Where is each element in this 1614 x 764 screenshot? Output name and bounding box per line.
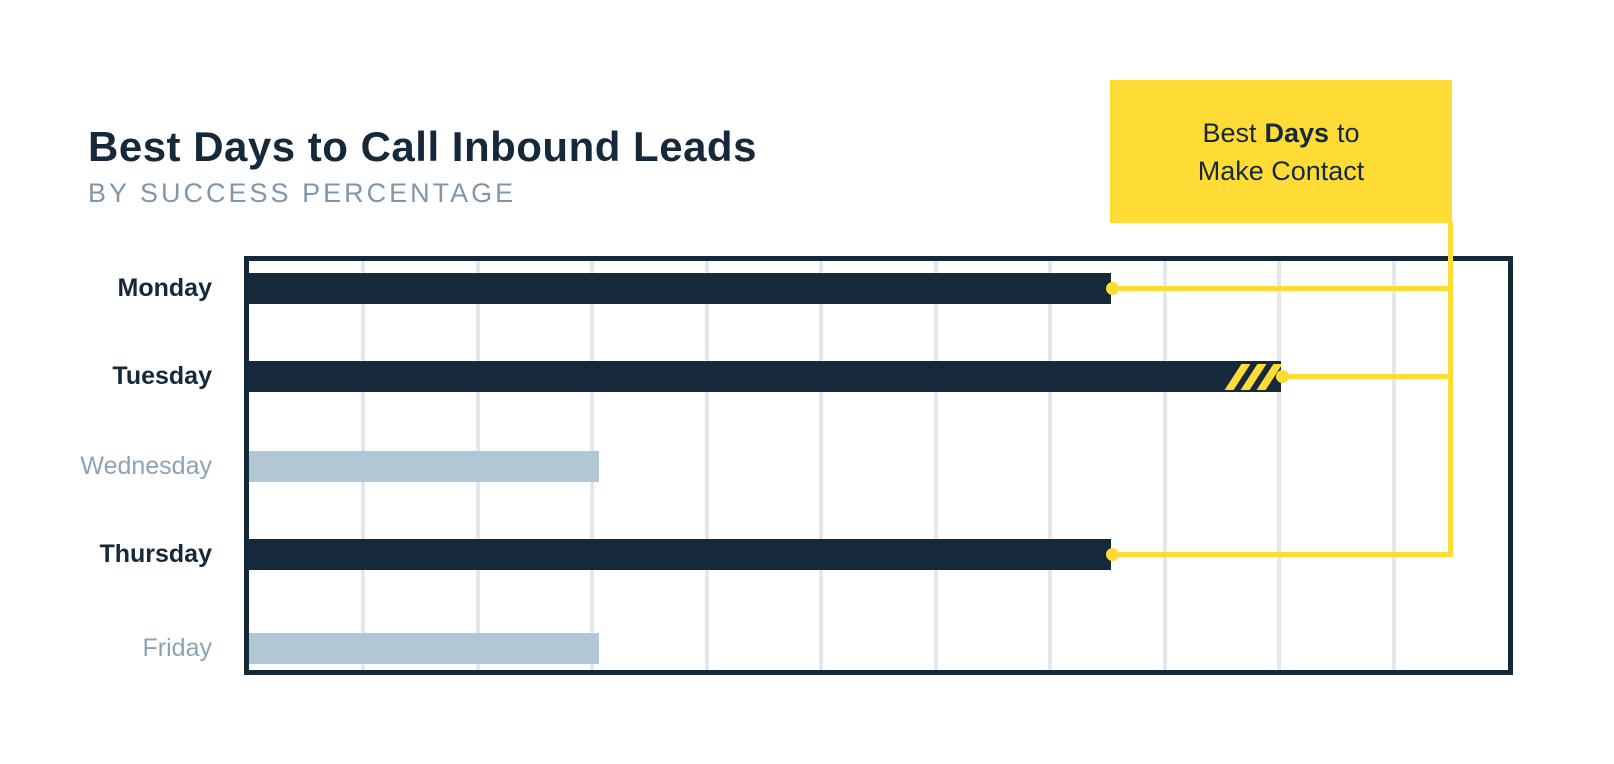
best-day-hatch-marks xyxy=(1224,361,1283,392)
callout-word: to xyxy=(1337,117,1360,148)
bar-friday xyxy=(249,633,599,664)
chart-title: Best Days to Call Inbound Leads xyxy=(88,123,757,170)
gridline xyxy=(1162,261,1167,670)
callout-line-1: Best Days to xyxy=(1202,114,1359,152)
chart-header: Best Days to Call Inbound Leads BY SUCCE… xyxy=(88,123,757,209)
callout-word: Best xyxy=(1202,117,1257,148)
gridline xyxy=(819,261,824,670)
callout-line-2: Make Contact xyxy=(1197,155,1365,186)
category-label-tuesday: Tuesday xyxy=(112,362,212,390)
leader-line-monday xyxy=(1111,286,1453,291)
gridline xyxy=(1391,261,1396,670)
leader-dot-tuesday xyxy=(1276,370,1289,383)
chart-subtitle: BY SUCCESS PERCENTAGE xyxy=(88,178,517,209)
gridline xyxy=(1277,261,1282,670)
callout-box: Best Days to Make Contact xyxy=(1110,80,1452,223)
category-label-wednesday: Wednesday xyxy=(80,452,212,480)
bar-monday xyxy=(249,273,1111,304)
leader-dot-monday xyxy=(1106,282,1119,295)
leader-dot-thursday xyxy=(1106,548,1119,561)
gridline xyxy=(704,261,709,670)
category-label-monday: Monday xyxy=(117,274,212,302)
category-label-thursday: Thursday xyxy=(99,540,212,568)
leader-line-tuesday xyxy=(1281,374,1453,379)
plot-area xyxy=(244,256,1513,675)
bar-tuesday xyxy=(249,361,1281,392)
gridline xyxy=(1048,261,1053,670)
leader-line-thursday xyxy=(1111,552,1453,557)
category-label-friday: Friday xyxy=(142,634,212,662)
bar-thursday xyxy=(249,539,1111,570)
gridline xyxy=(933,261,938,670)
callout-word-emphasis: Days xyxy=(1264,117,1330,148)
callout-vertical-connector xyxy=(1448,222,1453,557)
bar-wednesday xyxy=(249,451,599,482)
